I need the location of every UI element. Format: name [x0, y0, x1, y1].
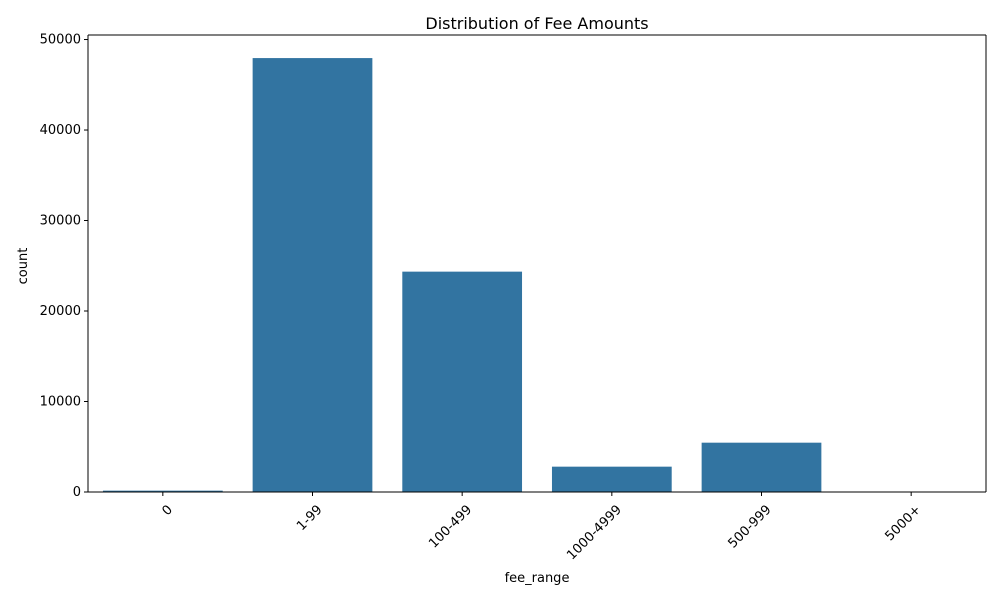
- bar-100-499: [402, 272, 522, 492]
- x-tick-label: 5000+: [883, 502, 925, 544]
- y-tick-label: 20000: [40, 304, 81, 319]
- x-axis-label: fee_range: [505, 571, 570, 586]
- y-tick-label: 0: [73, 485, 81, 500]
- bar-1-99: [253, 58, 373, 492]
- y-tick-label: 50000: [40, 33, 81, 48]
- bar-1000-4999: [552, 467, 672, 492]
- bar-500-999: [702, 443, 822, 492]
- y-tick-label: 10000: [40, 395, 81, 410]
- x-tick-label: 100-499: [426, 502, 475, 551]
- y-axis-label: count: [16, 248, 31, 285]
- x-tick-label: 500-999: [726, 502, 775, 551]
- x-tick-label: 0: [159, 502, 175, 518]
- x-tick-label: 1000-4999: [564, 502, 625, 563]
- chart-title: Distribution of Fee Amounts: [425, 14, 648, 33]
- x-tick-label: 1-99: [294, 502, 325, 533]
- y-tick-label: 40000: [40, 123, 81, 138]
- y-tick-label: 30000: [40, 214, 81, 229]
